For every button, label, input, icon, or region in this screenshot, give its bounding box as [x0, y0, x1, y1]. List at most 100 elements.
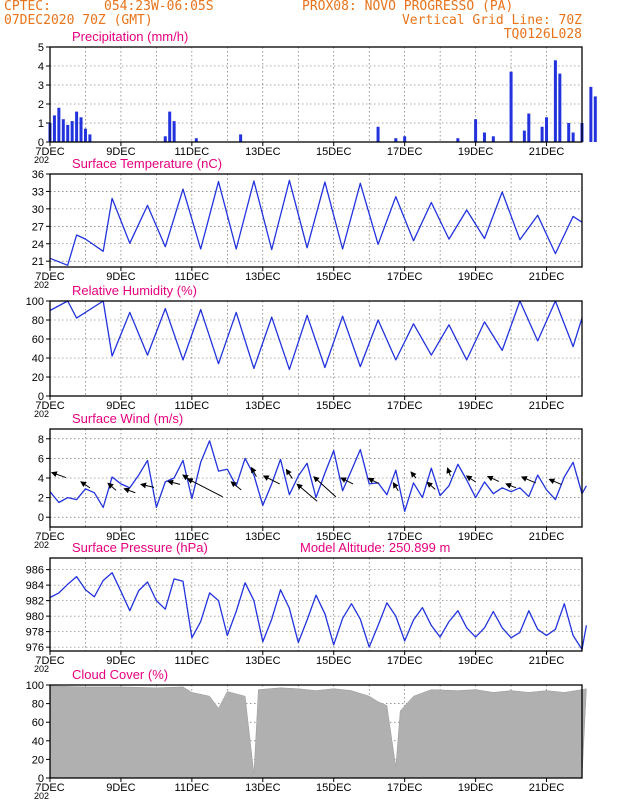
y-tick-label: 24 — [32, 239, 44, 251]
year-label: 202 — [34, 280, 49, 290]
x-tick-label: 9DEC — [106, 146, 135, 158]
panel-frame — [49, 173, 583, 268]
precip-bar — [52, 115, 56, 142]
panel-frame — [49, 428, 583, 528]
y-tick-label: 0 — [38, 512, 44, 524]
x-tick-label: 11DEC — [175, 400, 210, 412]
precip-bar — [57, 107, 61, 142]
header-station: PROX08: NOVO PROGRESSO (PA) — [302, 0, 514, 14]
precip-bar — [589, 86, 593, 142]
precip-bar — [239, 134, 243, 142]
series-line — [49, 179, 583, 266]
x-tick-label: 19DEC — [458, 400, 494, 412]
precip-bar — [83, 128, 87, 142]
x-tick-label: 21DEC — [529, 531, 565, 543]
precip-bar — [522, 130, 526, 142]
year-label: 202 — [34, 791, 49, 800]
x-tick-label: 11DEC — [175, 146, 210, 158]
wind-arrow — [123, 487, 136, 494]
precip-bar — [558, 73, 562, 142]
panel-5: Surface Pressure (hPa) Model Altitude: 25… — [26, 540, 588, 674]
wind-arrow — [313, 476, 337, 498]
y-tick-label: 5 — [38, 42, 44, 54]
x-tick-label: 17DEC — [387, 400, 423, 412]
precip-bar — [474, 119, 478, 142]
wind-arrow — [505, 482, 517, 489]
wind-arrow — [140, 482, 155, 489]
panel-title: Surface Wind (m/s) — [72, 411, 183, 426]
x-tick-label: 9DEC — [106, 531, 135, 543]
x-tick-label: 15DEC — [316, 655, 352, 667]
precip-bar — [88, 134, 92, 142]
y-tick-label: 40 — [32, 353, 44, 365]
wind-arrow — [50, 471, 67, 479]
panel-frame — [49, 557, 583, 652]
x-tick-label: 15DEC — [316, 271, 352, 283]
y-tick-label: 984 — [26, 580, 44, 592]
x-tick-label: 15DEC — [316, 146, 352, 158]
panel-frame — [49, 684, 583, 779]
x-tick-label: 9DEC — [106, 782, 135, 794]
wind-arrow — [520, 476, 536, 484]
y-tick-label: 0 — [38, 773, 44, 785]
wind-arrow — [262, 475, 280, 485]
y-tick-label: 976 — [26, 642, 44, 654]
x-tick-label: 13DEC — [245, 531, 281, 543]
x-tick-label: 13DEC — [245, 400, 281, 412]
header-model-code: TQ0126L028 — [503, 27, 582, 42]
year-label: 202 — [34, 664, 49, 674]
precip-bar — [75, 111, 79, 142]
wind-arrow — [426, 481, 436, 490]
x-tick-label: 17DEC — [387, 271, 423, 283]
wind-arrow — [107, 482, 117, 491]
y-tick-label: 100 — [26, 680, 44, 692]
header-date: 07DEC2020 70Z (GMT) — [4, 13, 153, 28]
series-line — [49, 300, 583, 371]
y-tick-label: 4 — [38, 61, 44, 73]
precip-bar — [79, 117, 83, 142]
x-tick-label: 17DEC — [387, 655, 423, 667]
panel-title: Surface Temperature (nC) — [72, 156, 222, 171]
y-tick-label: 36 — [32, 169, 44, 181]
header-source: CPTEC: — [4, 0, 51, 14]
x-tick-label: 13DEC — [245, 782, 281, 794]
y-tick-label: 986 — [26, 565, 44, 577]
x-tick-label: 21DEC — [529, 655, 565, 667]
wind-arrow — [392, 481, 399, 492]
precip-bar — [66, 124, 70, 142]
x-tick-label: 9DEC — [106, 271, 135, 283]
y-tick-label: 2 — [38, 99, 44, 111]
panel-title: Cloud Cover (%) — [72, 667, 168, 682]
wind-arrow — [296, 483, 318, 502]
x-tick-label: 7DEC — [35, 655, 64, 667]
x-tick-label: 7DEC — [35, 400, 64, 412]
x-tick-label: 7DEC — [35, 146, 64, 158]
panel-2: Surface Temperature (nC) 21 24 27 30 33 36 7DEC… — [32, 156, 583, 290]
x-tick-label: 15DEC — [316, 531, 352, 543]
precip-bar — [172, 121, 176, 142]
precip-bar — [70, 121, 74, 142]
x-tick-label: 7DEC — [35, 782, 64, 794]
x-tick-label: 11DEC — [175, 271, 210, 283]
x-tick-label: 17DEC — [387, 531, 423, 543]
y-tick-label: 80 — [32, 315, 44, 327]
x-tick-label: 17DEC — [387, 782, 423, 794]
y-tick-label: 100 — [26, 296, 44, 308]
precip-bar — [545, 117, 549, 142]
wind-arrow — [367, 477, 379, 484]
wind-arrow — [340, 477, 354, 485]
precip-bar — [482, 132, 486, 142]
x-tick-label: 19DEC — [458, 146, 494, 158]
y-tick-label: 2 — [38, 493, 44, 505]
y-tick-label: 80 — [32, 699, 44, 711]
wind-arrow — [167, 479, 181, 486]
precip-bar — [376, 126, 380, 142]
y-tick-label: 8 — [38, 434, 44, 446]
wind-arrow — [230, 481, 242, 491]
wind-arrow — [486, 475, 500, 482]
x-tick-label: 13DEC — [245, 271, 281, 283]
x-tick-label: 9DEC — [106, 400, 135, 412]
wind-arrow — [446, 467, 453, 477]
precip-bar — [403, 136, 407, 142]
y-tick-label: 6 — [38, 453, 44, 465]
